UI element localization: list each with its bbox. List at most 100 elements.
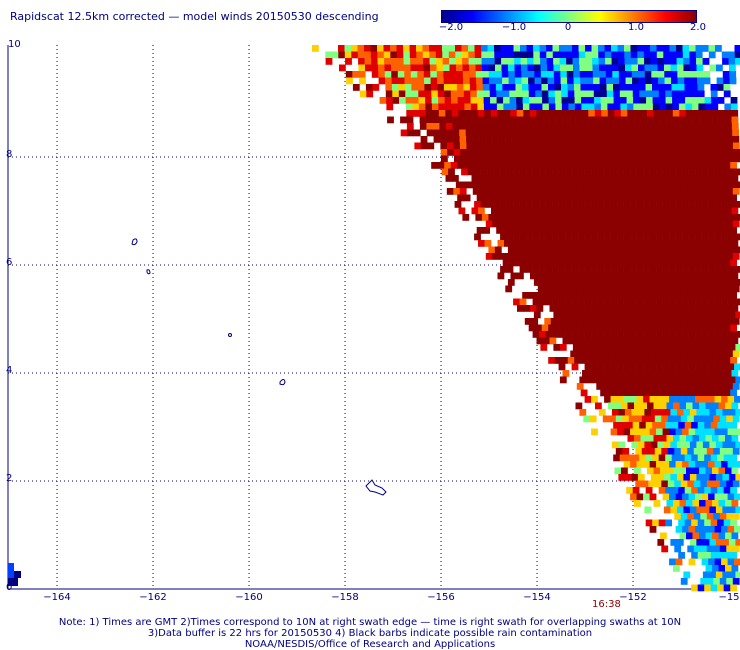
wind-cell: [613, 454, 620, 462]
wind-cell: [710, 162, 718, 169]
wind-cell: [703, 71, 711, 78]
wind-cell: [665, 103, 673, 111]
wind-cell: [631, 279, 639, 286]
wind-cell: [364, 45, 371, 52]
wind-cell: [583, 142, 591, 150]
wind-cell: [610, 428, 618, 436]
wind-cell: [680, 448, 688, 455]
wind-cell: [630, 45, 638, 52]
wind-cell: [640, 240, 648, 247]
wind-cell: [670, 409, 678, 416]
wind-cell: [689, 474, 697, 481]
wind-cell: [673, 129, 681, 137]
wind-cell: [636, 266, 644, 273]
wind-cell: [619, 162, 627, 169]
wind-cell: [508, 71, 516, 78]
wind-cell: [561, 357, 568, 364]
wind-cell: [593, 194, 601, 202]
wind-cell: [591, 396, 598, 403]
wind-cell: [634, 370, 641, 377]
wind-cell: [636, 461, 644, 468]
wind-cell: [687, 545, 695, 553]
wind-cell: [593, 227, 601, 234]
wind-cell: [554, 227, 562, 234]
wind-cell: [697, 324, 705, 332]
wind-cell: [528, 324, 536, 332]
wind-cell: [639, 90, 647, 98]
wind-cell: [496, 162, 503, 169]
wind-cell: [602, 129, 609, 137]
wind-cell: [535, 103, 543, 111]
wind-cell: [700, 149, 708, 156]
wind-cell: [667, 350, 675, 358]
wind-cell: [587, 324, 594, 332]
wind-cell: [641, 142, 649, 150]
wind-cell: [526, 233, 533, 241]
wind-cell: [678, 454, 685, 462]
wind-cell: [563, 188, 571, 195]
wind-cell: [552, 331, 559, 338]
wind-cell: [553, 344, 561, 351]
wind-cell: [725, 500, 732, 507]
wind-cell: [585, 58, 593, 65]
wind-cell: [649, 298, 657, 306]
wind-cell: [455, 181, 463, 189]
wind-cell: [563, 220, 571, 228]
wind-cell: [548, 84, 555, 91]
wind-cell: [540, 71, 548, 78]
wind-cell: [518, 142, 526, 150]
wind-cell: [598, 58, 606, 65]
wind-cell: [665, 194, 672, 202]
wind-cell: [706, 578, 714, 585]
wind-cell: [644, 409, 652, 416]
wind-cell: [658, 487, 666, 494]
wind-cell: [621, 402, 628, 410]
wind-cell: [713, 220, 721, 228]
wind-cell: [645, 84, 653, 91]
wind-cell: [604, 266, 611, 273]
wind-cell: [593, 357, 601, 364]
wind-cell: [592, 58, 599, 65]
wind-cell: [617, 363, 624, 371]
wind-cell: [590, 155, 598, 163]
wind-cell: [531, 253, 539, 260]
wind-cell: [623, 266, 631, 273]
wind-cell: [719, 383, 727, 390]
wind-cell: [734, 266, 740, 273]
wind-cell: [674, 188, 682, 195]
wind-cell: [712, 272, 719, 280]
wind-cell: [617, 298, 624, 306]
wind-cell: [632, 162, 640, 169]
wind-cell: [596, 136, 603, 143]
wind-cell: [725, 129, 733, 137]
wind-cell: [435, 51, 443, 59]
wind-cell: [650, 279, 658, 286]
wind-cell: [644, 311, 652, 319]
wind-cell: [614, 337, 622, 345]
wind-cell: [331, 51, 339, 59]
wind-cell: [610, 155, 617, 163]
wind-cell: [580, 194, 588, 202]
wind-cell: [658, 90, 666, 98]
wind-cell: [682, 526, 689, 533]
wind-cell: [674, 149, 682, 156]
wind-cell: [345, 58, 352, 65]
wind-cell: [655, 155, 663, 163]
wind-cell: [645, 454, 653, 462]
wind-cell: [593, 324, 601, 332]
wind-cell: [476, 194, 484, 202]
wind-cell: [687, 383, 695, 390]
wind-cell: [605, 58, 612, 65]
wind-cell: [662, 331, 670, 338]
wind-cell: [583, 285, 591, 293]
wind-cell: [461, 45, 469, 52]
wind-cell: [554, 324, 562, 332]
wind-cell: [730, 552, 737, 559]
wind-cell: [527, 214, 535, 221]
wind-cell: [735, 474, 740, 481]
wind-cell: [660, 467, 667, 475]
wind-cell: [501, 71, 509, 78]
wind-cell: [715, 344, 723, 351]
wind-cell: [712, 467, 719, 475]
wind-cell: [357, 51, 365, 59]
